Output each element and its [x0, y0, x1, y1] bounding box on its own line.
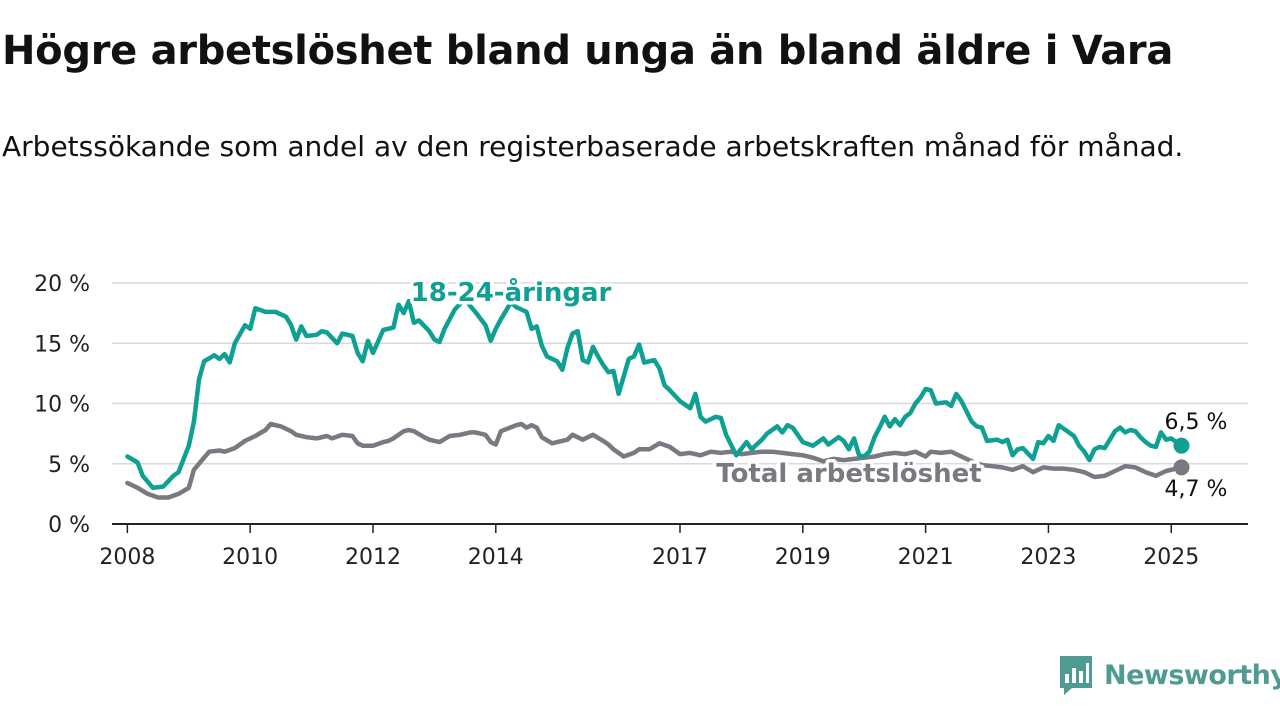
y-tick-label: 10 % — [34, 393, 90, 418]
page-subtitle: Arbetssökande som andel av den registerb… — [2, 130, 1184, 163]
y-tick-label: 15 % — [34, 332, 90, 357]
series-label-total: Total arbetslöshet — [716, 459, 981, 489]
series-line — [125, 296, 1184, 491]
series-labels: 18-24-åringar Total arbetslöshet 6,5 % 4,7 … — [407, 273, 1230, 506]
page-title: Högre arbetslöshet bland unga än bland ä… — [2, 28, 1174, 74]
x-tick-label: 2021 — [898, 545, 954, 570]
series-lines — [125, 296, 1190, 500]
newsworthy-logo: Newsworthy — [1058, 654, 1280, 696]
x-axis: 2008 2010 2012 2014 2017 2019 2021 2023 2025 — [99, 523, 1248, 570]
x-tick-label: 2012 — [345, 545, 401, 570]
x-tick-label: 2017 — [652, 545, 708, 570]
brand-name: Newsworthy — [1104, 659, 1280, 691]
line-chart: 0 %5 %10 %15 %20 % 2008 2010 2012 2014 2017 2… — [34, 272, 1248, 570]
x-tick-label: 2014 — [468, 545, 524, 570]
series-end-dot — [1173, 459, 1190, 476]
series-line — [125, 421, 1184, 500]
x-tick-label: 2023 — [1020, 545, 1076, 570]
series-end-dot — [1173, 437, 1190, 454]
x-tick-label: 2025 — [1143, 545, 1199, 570]
series-label-youth: 18-24-åringar — [411, 276, 612, 308]
y-axis-labels: 0 % 5 % 10 % 15 % 20 % — [34, 272, 90, 538]
x-tick-label: 2010 — [222, 545, 278, 570]
x-tick-label: 2019 — [775, 545, 831, 570]
x-tick-label: 2008 — [99, 545, 155, 570]
y-tick-label: 20 % — [34, 272, 90, 297]
end-value-label-youth: 6,5 % — [1165, 410, 1228, 435]
y-tick-label: 5 % — [48, 453, 90, 478]
gridlines — [112, 282, 1248, 465]
bar-chart-speech-bubble-icon — [1060, 656, 1092, 695]
end-value-label-total: 4,7 % — [1165, 477, 1228, 502]
y-tick-label: 0 % — [48, 513, 90, 538]
